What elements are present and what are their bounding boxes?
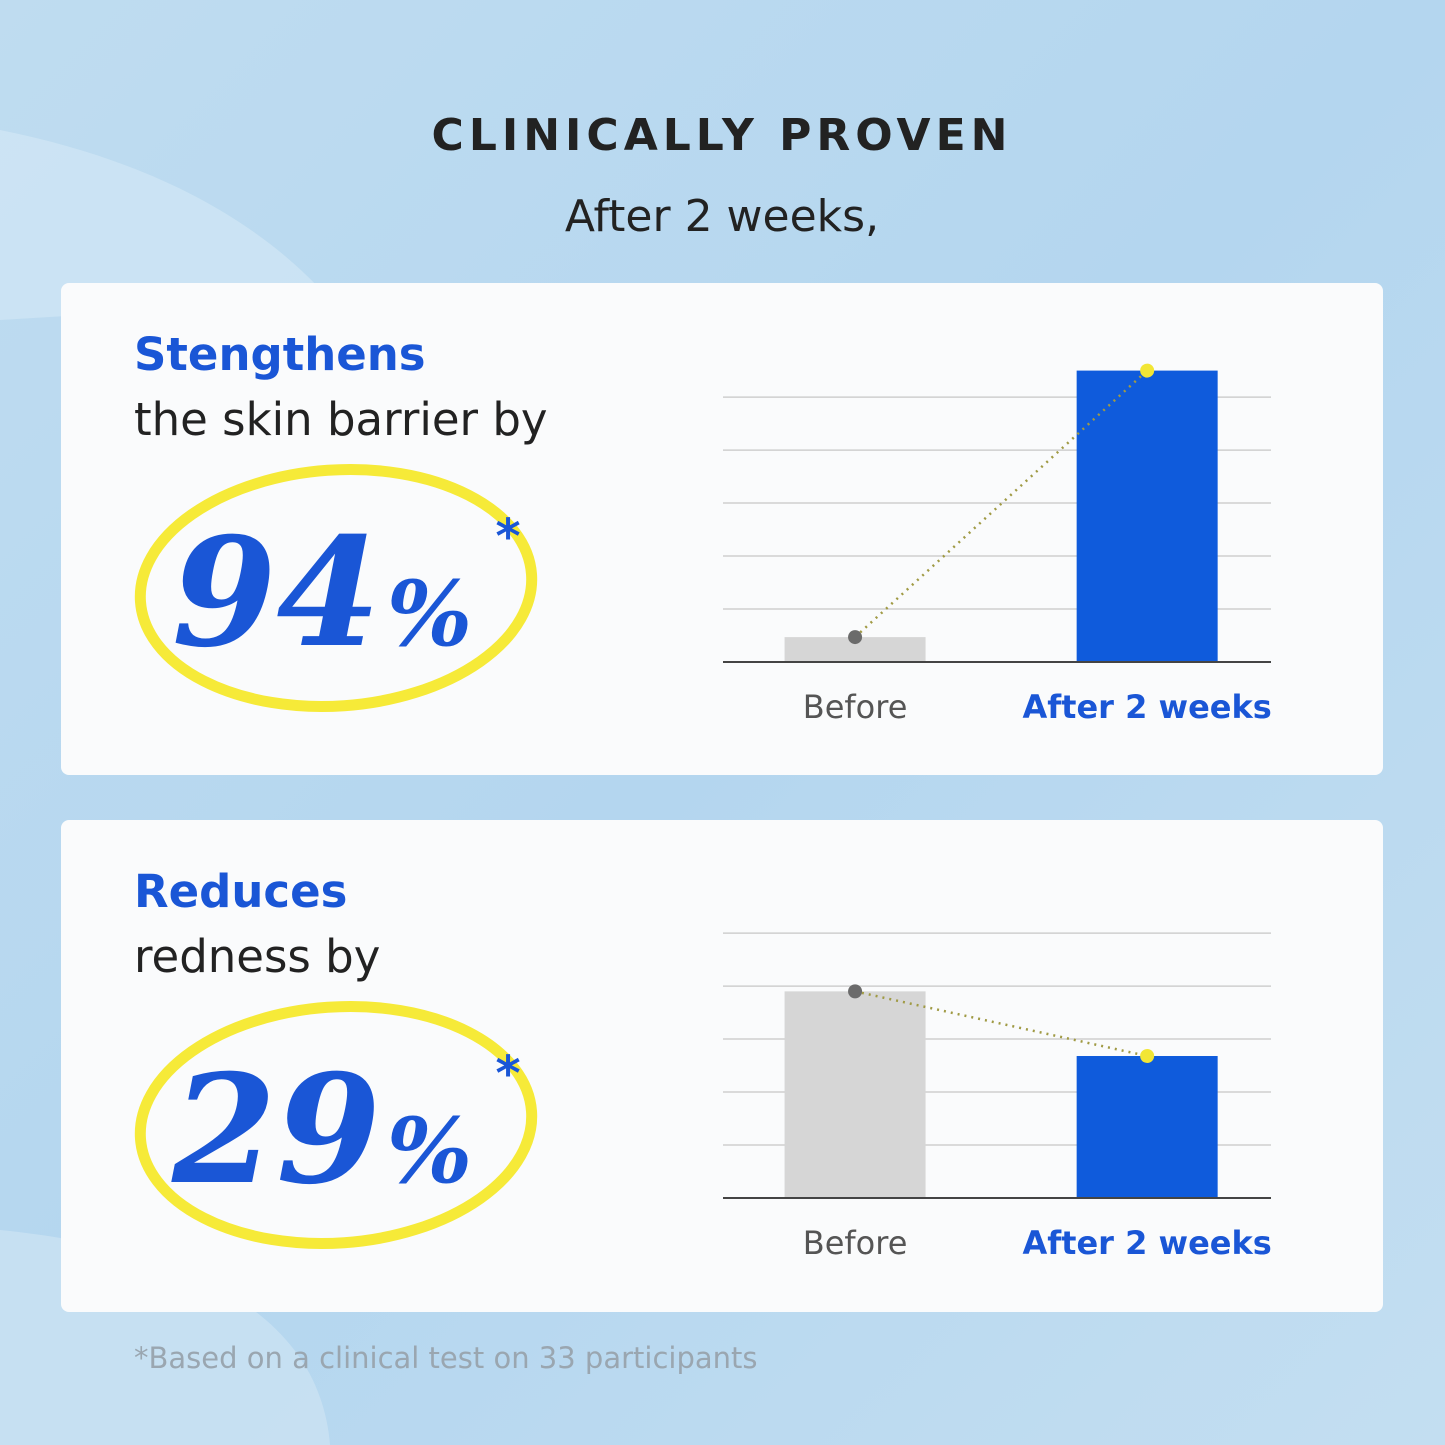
trend-line (854, 369, 1148, 639)
card-heading: Stengthens (134, 328, 426, 381)
trend-marker (1140, 363, 1155, 378)
stat-mark: * (495, 509, 520, 565)
stat-value: 29% (171, 1042, 472, 1218)
footnote: *Based on a clinical test on 33 particip… (134, 1341, 758, 1375)
card-heading: Reduces (134, 865, 347, 918)
trend-marker (848, 984, 863, 999)
stat-unit: % (387, 1098, 473, 1204)
x-tick-label: Before (803, 688, 908, 726)
card (61, 820, 1383, 1312)
bar (1076, 1056, 1218, 1198)
stat-number: 29 (171, 1042, 381, 1218)
stat-number: 94 (172, 505, 381, 681)
trend-line (854, 990, 1148, 1058)
title: CLINICALLY PROVEN (432, 110, 1013, 161)
stat-mark: * (495, 1046, 520, 1102)
x-tick-label: After 2 weeks (1022, 1224, 1271, 1262)
highlight-circle (134, 463, 538, 713)
subtitle: After 2 weeks, (565, 191, 879, 242)
background-swirl (0, 130, 330, 320)
highlight-circle (134, 1000, 538, 1250)
stat-unit: % (387, 561, 473, 667)
x-tick-label: Before (803, 1224, 908, 1262)
x-tick-label: After 2 weeks (1022, 688, 1271, 726)
bar (1076, 370, 1218, 662)
stat-value: 94% (172, 505, 472, 681)
trend-marker (848, 630, 863, 645)
bar (784, 991, 926, 1198)
card-text: redness by (134, 930, 380, 983)
trend-marker (1140, 1049, 1155, 1064)
card-text: the skin barrier by (134, 393, 548, 446)
card (61, 283, 1383, 775)
